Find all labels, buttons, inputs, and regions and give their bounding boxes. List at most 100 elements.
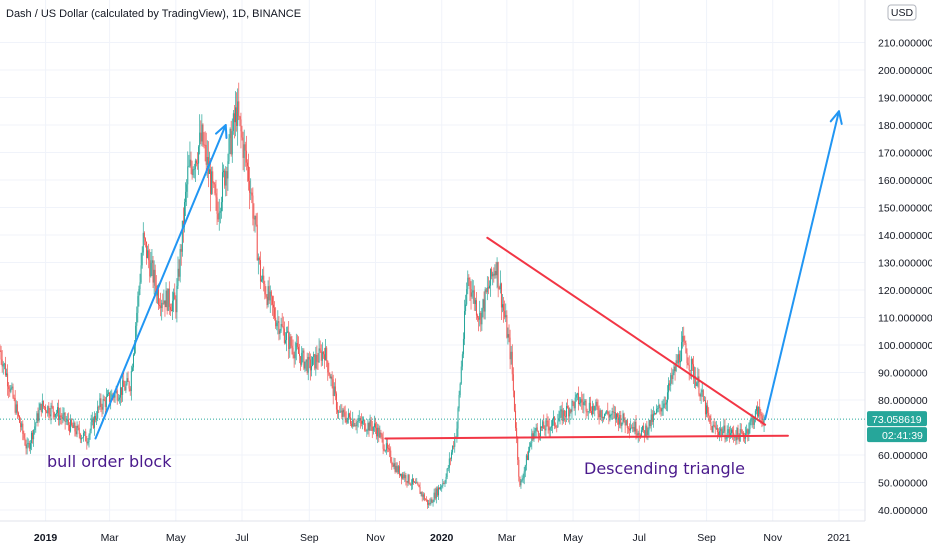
candle[interactable] xyxy=(472,280,474,304)
candle[interactable] xyxy=(118,394,120,404)
candle[interactable] xyxy=(21,421,23,431)
candle[interactable] xyxy=(279,328,281,340)
candle[interactable] xyxy=(166,288,168,315)
candle[interactable] xyxy=(310,356,312,377)
candle[interactable] xyxy=(249,167,251,210)
candle[interactable] xyxy=(392,462,394,468)
candle[interactable] xyxy=(624,417,626,434)
candle[interactable] xyxy=(319,340,321,353)
candle[interactable] xyxy=(335,391,337,415)
candle[interactable] xyxy=(732,426,734,440)
candle[interactable] xyxy=(239,115,241,127)
candle[interactable] xyxy=(389,443,391,458)
candle[interactable] xyxy=(173,288,175,313)
impulse-arrow-line[interactable] xyxy=(94,124,227,440)
candle[interactable] xyxy=(262,268,264,283)
candle[interactable] xyxy=(83,429,85,442)
candle[interactable] xyxy=(498,285,500,290)
candle[interactable] xyxy=(543,414,545,429)
candle[interactable] xyxy=(681,331,683,362)
candle[interactable] xyxy=(699,393,701,402)
candle[interactable] xyxy=(28,440,30,452)
candle[interactable] xyxy=(483,291,485,320)
candle[interactable] xyxy=(193,163,195,179)
candle[interactable] xyxy=(364,419,366,432)
candle[interactable] xyxy=(588,397,590,414)
candle[interactable] xyxy=(448,452,450,473)
candle[interactable] xyxy=(60,407,62,425)
candle[interactable] xyxy=(100,393,102,413)
candle[interactable] xyxy=(57,402,59,417)
candle[interactable] xyxy=(320,344,322,367)
candle[interactable] xyxy=(213,181,215,188)
candle[interactable] xyxy=(253,203,255,232)
candle[interactable] xyxy=(492,271,494,286)
candle[interactable] xyxy=(404,471,406,482)
candle[interactable] xyxy=(633,421,635,433)
candle[interactable] xyxy=(627,426,629,434)
candle[interactable] xyxy=(720,421,722,438)
candle[interactable] xyxy=(503,296,505,323)
candle[interactable] xyxy=(23,430,25,441)
candle[interactable] xyxy=(106,389,108,398)
candle[interactable] xyxy=(671,367,673,384)
candle[interactable] xyxy=(386,438,388,453)
candle[interactable] xyxy=(524,464,526,478)
candle[interactable] xyxy=(710,414,712,431)
candle[interactable] xyxy=(575,393,577,402)
candle[interactable] xyxy=(409,482,411,486)
candle[interactable] xyxy=(635,414,637,440)
candle[interactable] xyxy=(466,282,468,307)
candle[interactable] xyxy=(313,351,315,365)
candle[interactable] xyxy=(662,399,664,416)
candle[interactable] xyxy=(184,198,186,233)
candle[interactable] xyxy=(42,400,44,409)
candle[interactable] xyxy=(236,92,238,132)
candle[interactable] xyxy=(365,423,367,432)
candle[interactable] xyxy=(703,395,705,402)
candle[interactable] xyxy=(518,457,520,482)
candle[interactable] xyxy=(40,403,42,417)
candle[interactable] xyxy=(579,396,581,406)
candle[interactable] xyxy=(687,357,689,366)
candle[interactable] xyxy=(399,473,401,477)
candle[interactable] xyxy=(676,354,678,365)
candle[interactable] xyxy=(53,411,55,419)
candle[interactable] xyxy=(168,281,170,315)
candle[interactable] xyxy=(150,251,152,278)
candle[interactable] xyxy=(390,446,392,464)
candle[interactable] xyxy=(648,419,650,437)
candle[interactable] xyxy=(77,424,79,431)
candle[interactable] xyxy=(485,287,487,294)
candle[interactable] xyxy=(559,406,561,425)
candle[interactable] xyxy=(242,131,244,171)
candle[interactable] xyxy=(7,364,9,396)
candle[interactable] xyxy=(640,427,642,437)
candle[interactable] xyxy=(496,257,498,289)
candle[interactable] xyxy=(268,276,270,304)
candle[interactable] xyxy=(435,486,437,504)
candle[interactable] xyxy=(231,118,233,163)
candle[interactable] xyxy=(277,310,279,335)
candle[interactable] xyxy=(574,392,576,416)
candle[interactable] xyxy=(427,499,429,509)
candle[interactable] xyxy=(704,396,706,420)
candle[interactable] xyxy=(437,484,439,501)
candle[interactable] xyxy=(228,134,230,165)
candle[interactable] xyxy=(9,385,11,397)
candle[interactable] xyxy=(613,405,615,419)
candle[interactable] xyxy=(81,437,83,439)
candle[interactable] xyxy=(621,422,623,433)
candle[interactable] xyxy=(105,388,107,411)
candle[interactable] xyxy=(535,423,537,438)
candle[interactable] xyxy=(225,166,227,197)
candle[interactable] xyxy=(128,380,130,392)
candle[interactable] xyxy=(174,283,176,300)
candle[interactable] xyxy=(201,114,203,147)
candle[interactable] xyxy=(70,414,72,433)
candle[interactable] xyxy=(332,374,334,405)
candle[interactable] xyxy=(504,300,506,320)
candle[interactable] xyxy=(233,104,235,139)
candle[interactable] xyxy=(520,478,522,489)
candle[interactable] xyxy=(678,350,680,367)
